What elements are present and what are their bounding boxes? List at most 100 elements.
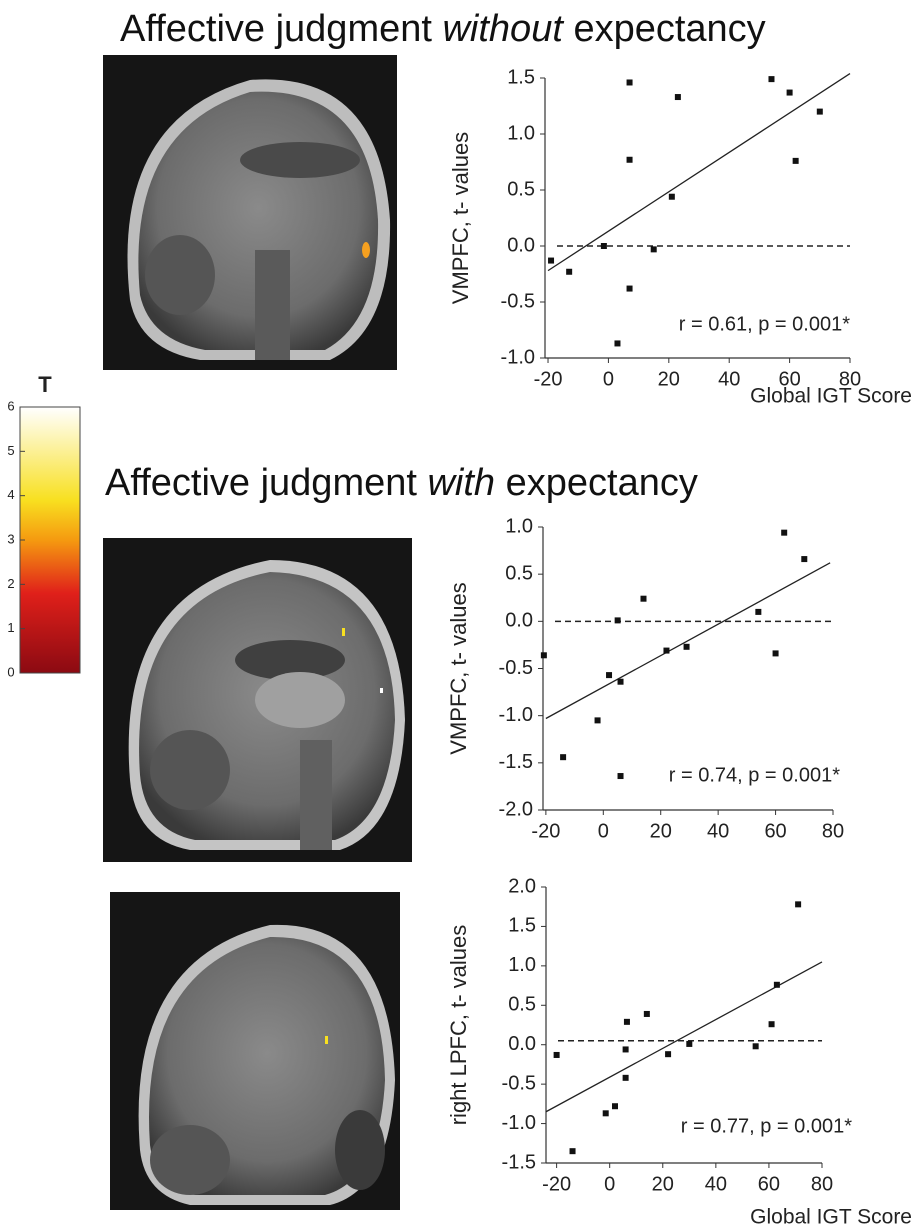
x-tick-label: 40 <box>705 1173 727 1195</box>
x-tick-label: 20 <box>658 368 680 390</box>
colorbar-tick-label: 6 <box>7 398 14 413</box>
point <box>554 1052 560 1058</box>
y-tick-label: 1.0 <box>508 954 536 976</box>
point <box>781 530 787 536</box>
title-part: with <box>427 462 495 504</box>
point <box>548 258 554 264</box>
x-tick-label: 60 <box>758 1173 780 1195</box>
point <box>615 617 621 623</box>
x-tick-label: 0 <box>603 368 614 390</box>
x-tick-label: -20 <box>534 368 563 390</box>
point <box>686 1041 692 1047</box>
fit-line <box>546 962 822 1112</box>
title-part: Affective judgment <box>105 462 427 504</box>
point <box>640 596 646 602</box>
y-axis-label: VMPFC, t- values <box>448 132 473 304</box>
point <box>768 76 774 82</box>
y-tick-label: 1.5 <box>508 915 536 937</box>
colorbar-tick-label: 2 <box>7 576 14 591</box>
x-axis-label: Global IGT Score <box>750 1206 912 1229</box>
brain-image <box>103 55 397 370</box>
title-part: without <box>442 8 562 50</box>
point <box>669 194 675 200</box>
colorbar-tick-label: 5 <box>7 443 14 458</box>
point <box>774 982 780 988</box>
y-tick-label: 1.5 <box>507 66 535 88</box>
point <box>618 679 624 685</box>
y-tick-label: 0.5 <box>505 562 533 584</box>
y-tick-label: -1.0 <box>502 1112 536 1134</box>
fit-line <box>546 563 830 719</box>
y-tick-label: -1.0 <box>501 346 535 368</box>
x-tick-label: 20 <box>652 1173 674 1195</box>
y-tick-label: -1.5 <box>502 1151 536 1173</box>
point <box>603 1110 609 1116</box>
annotation: r = 0.77, p = 0.001* <box>681 1115 852 1137</box>
y-tick-label: 0.5 <box>508 994 536 1016</box>
y-tick-label: -1.0 <box>499 704 533 726</box>
point <box>570 1148 576 1154</box>
point <box>663 648 669 654</box>
colorbar-tick-label: 4 <box>7 487 14 502</box>
y-tick-label: -1.5 <box>499 751 533 773</box>
x-tick-label: 60 <box>764 820 786 842</box>
y-tick-label: -0.5 <box>501 290 535 312</box>
colorbar-tick-label: 0 <box>7 664 14 679</box>
fit-line <box>548 74 850 271</box>
y-tick-label: 2.0 <box>508 875 536 897</box>
point <box>627 79 633 85</box>
point <box>618 773 624 779</box>
point <box>614 340 620 346</box>
point <box>795 901 801 907</box>
figure-canvas: -1.0-0.50.00.51.01.5-20020406080r = 0.61… <box>0 0 919 1230</box>
point <box>595 717 601 723</box>
x-tick-label: 40 <box>707 820 729 842</box>
point <box>787 90 793 96</box>
point <box>601 243 607 249</box>
colorbar-title: T <box>38 372 52 397</box>
point <box>606 672 612 678</box>
y-axis-label: VMPFC, t- values <box>446 582 471 754</box>
colorbar <box>20 407 80 673</box>
colorbar-tick-label: 1 <box>7 620 14 635</box>
title-part: Affective judgment <box>120 8 442 50</box>
x-tick-label: -20 <box>542 1173 571 1195</box>
x-tick-label: 40 <box>718 368 740 390</box>
point <box>623 1046 629 1052</box>
y-tick-label: 0.0 <box>508 1033 536 1055</box>
figure: -1.0-0.50.00.51.01.5-20020406080r = 0.61… <box>0 0 919 1230</box>
y-tick-label: -0.5 <box>502 1072 536 1094</box>
chart-title: Affective judgment with expectancy <box>105 462 698 505</box>
y-tick-label: 1.0 <box>507 122 535 144</box>
point <box>651 246 657 252</box>
point <box>623 1075 629 1081</box>
x-tick-label: -20 <box>531 820 560 842</box>
x-tick-label: 0 <box>598 820 609 842</box>
annotation: r = 0.61, p = 0.001* <box>679 313 850 335</box>
chart-title: Affective judgment without expectancy <box>120 8 766 51</box>
point <box>684 644 690 650</box>
y-tick-label: 1.0 <box>505 515 533 537</box>
colorbar-tick-label: 3 <box>7 531 14 546</box>
point <box>627 286 633 292</box>
x-tick-label: 80 <box>822 820 844 842</box>
point <box>769 1021 775 1027</box>
y-tick-label: -2.0 <box>499 798 533 820</box>
point <box>560 754 566 760</box>
y-axis-label: right LPFC, t- values <box>446 925 471 1126</box>
point <box>817 109 823 115</box>
y-tick-label: -0.5 <box>499 657 533 679</box>
point <box>644 1011 650 1017</box>
annotation: r = 0.74, p = 0.001* <box>669 764 840 786</box>
point <box>755 609 761 615</box>
title-part: expectancy <box>563 8 766 50</box>
point <box>612 1103 618 1109</box>
point <box>753 1043 759 1049</box>
point <box>627 157 633 163</box>
y-tick-label: 0.0 <box>507 234 535 256</box>
point <box>801 556 807 562</box>
point <box>773 650 779 656</box>
brain-image <box>103 538 412 862</box>
point <box>566 269 572 275</box>
point <box>541 652 547 658</box>
